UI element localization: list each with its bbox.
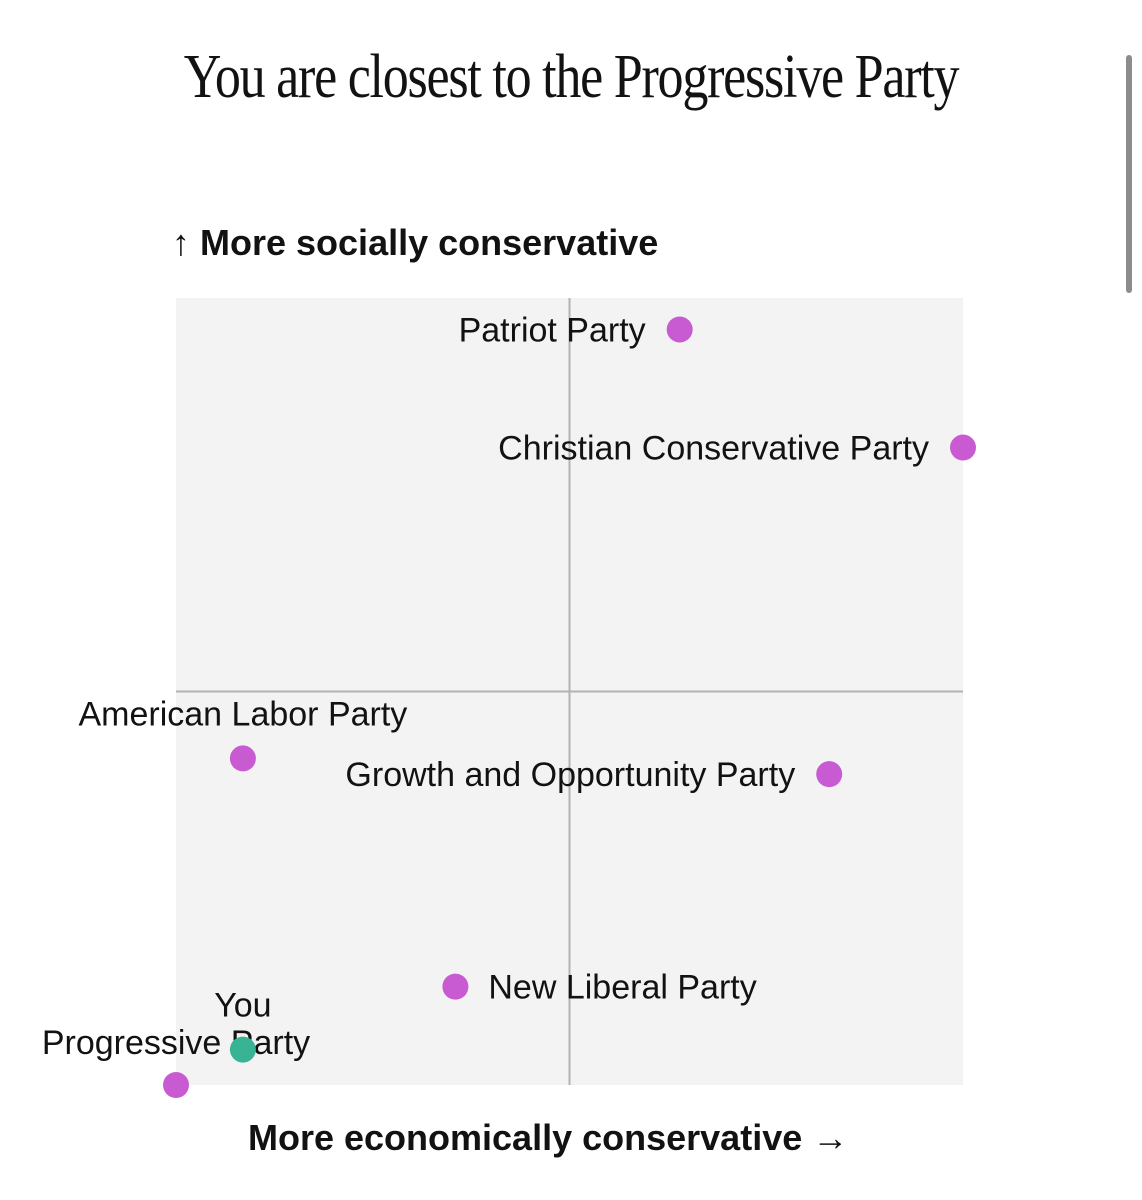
y-axis-label: ↑ More socially conservative bbox=[172, 222, 658, 264]
point-label-christian-conservative-party: Christian Conservative Party bbox=[498, 430, 929, 468]
right-arrow-icon: → bbox=[812, 1117, 849, 1158]
point-label-patriot-party: Patriot Party bbox=[459, 311, 646, 349]
point-label-new-liberal-party: New Liberal Party bbox=[488, 969, 756, 1007]
point-label-growth-and-opportunity-party: Growth and Opportunity Party bbox=[345, 756, 795, 794]
point-label-you: You bbox=[214, 987, 271, 1025]
point-label-progressive-party: Progressive Party bbox=[42, 1024, 310, 1062]
scrollbar-thumb[interactable] bbox=[1126, 55, 1132, 293]
you-marker-you bbox=[229, 1036, 256, 1063]
party-point-patriot-party bbox=[666, 316, 693, 343]
party-point-christian-conservative-party bbox=[950, 434, 976, 461]
up-arrow-icon: ↑ bbox=[172, 222, 190, 263]
party-point-new-liberal-party bbox=[442, 973, 469, 1000]
y-axis-label-text: More socially conservative bbox=[200, 222, 659, 263]
party-point-american-labor-party bbox=[229, 745, 256, 772]
party-point-growth-and-opportunity-party bbox=[816, 761, 843, 788]
party-point-progressive-party bbox=[163, 1072, 189, 1098]
x-axis-label-text: More economically conservative bbox=[248, 1117, 803, 1158]
x-axis-label: More economically conservative → bbox=[248, 1117, 848, 1159]
chart-title: You are closest to the Progressive Party bbox=[183, 43, 960, 111]
point-label-american-labor-party: American Labor Party bbox=[78, 695, 407, 733]
